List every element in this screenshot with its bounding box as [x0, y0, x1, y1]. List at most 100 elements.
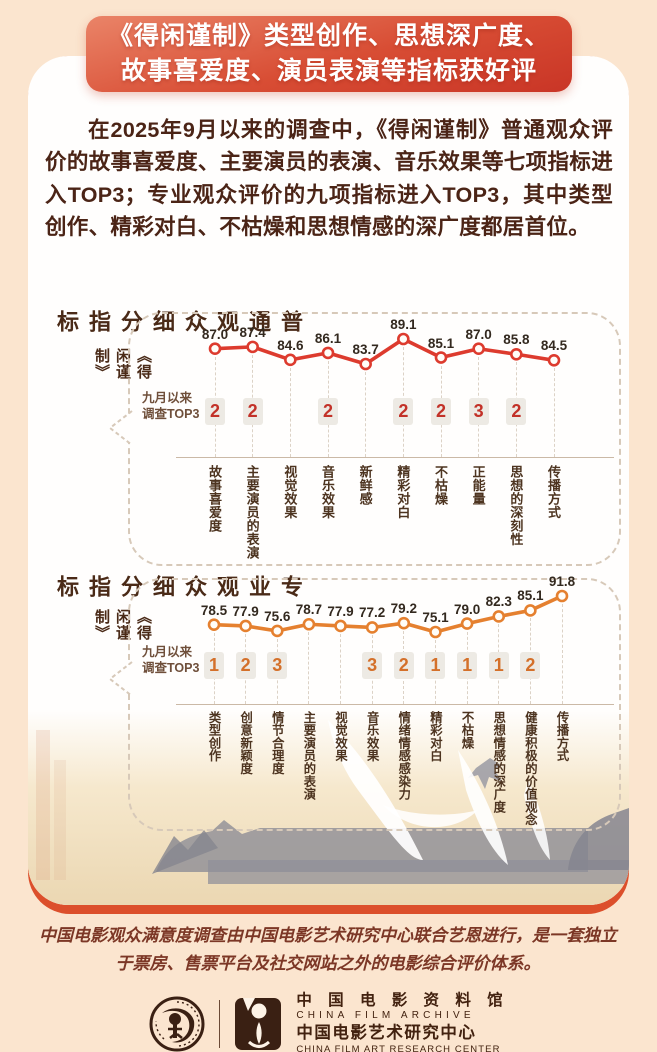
data-point: [510, 347, 523, 361]
category-label: 音乐效果: [320, 465, 335, 519]
chart1-line-chart: 九月以来 调查TOP3 87.0 2 故事喜爱度 87.4 2 主要演员的表演 84.6 视觉效果…: [108, 312, 621, 566]
category-label: 主要演员的表演: [301, 711, 316, 801]
grid-column-line: [553, 368, 555, 457]
data-point: [492, 610, 506, 623]
value-label: 91.8: [548, 574, 576, 589]
data-point: [334, 619, 347, 633]
top3-rank-badge: 2: [431, 398, 451, 425]
grid-column-line: [365, 372, 367, 457]
value-label: 87.0: [201, 326, 229, 342]
category-label: 正能量: [470, 465, 486, 506]
category-label: 思想的深刻性: [508, 465, 524, 546]
value-label: 84.6: [277, 337, 304, 353]
data-point: [434, 351, 448, 364]
top3-rank-badge: 3: [362, 652, 383, 679]
value-label: 85.1: [427, 335, 455, 351]
logo-en-archive: CHINA FILM ARCHIVE: [296, 1010, 475, 1022]
top3-rank-badge: 1: [204, 652, 224, 679]
value-label: 77.2: [359, 605, 386, 621]
category-label: 不枯燥: [460, 711, 475, 750]
callout-line: 调查TOP3: [142, 661, 200, 676]
grid-column-line: [308, 632, 310, 704]
data-point: [547, 353, 561, 367]
logo-row: 中 国 电 影 资 料 馆 CHINA FILM ARCHIVE 中国电影艺术研…: [0, 992, 657, 1052]
poster-art-graphic: [36, 720, 629, 884]
top3-rank-badge: 1: [425, 652, 446, 679]
data-point: [302, 617, 316, 631]
value-label: 75.1: [422, 610, 449, 625]
value-label: 87.0: [465, 326, 492, 342]
data-point: [555, 589, 569, 603]
axis-baseline: [176, 457, 614, 458]
category-label: 视觉效果: [282, 465, 298, 519]
value-label: 82.3: [485, 594, 512, 610]
value-label: 87.4: [239, 324, 266, 340]
chart2-line-chart: 九月以来调查TOP3 78.5 1 类型创作 77.9 2 创意新颖度 75.6 3 情节合理度 7…: [108, 574, 621, 831]
intro-paragraph: 在2025年9月以来的调查中，《得闲谨制》普通观众评价的故事喜爱度、主要演员的表…: [45, 118, 613, 239]
top3-rank-badge: 3: [468, 398, 489, 425]
value-label: 84.5: [540, 338, 568, 354]
top3-rank-badge: 2: [393, 652, 414, 679]
category-label: 新鲜感: [357, 465, 373, 506]
category-label: 传播方式: [555, 711, 569, 763]
data-point: [321, 346, 335, 360]
logo-cn-center: 中国电影艺术研究中心: [296, 1024, 477, 1043]
data-point: [246, 340, 259, 354]
data-point: [524, 604, 537, 617]
top3-rank-badge: 2: [318, 398, 338, 425]
logo-text-block: 中 国 电 影 资 料 馆 CHINA FILM ARCHIVE 中国电影艺术研…: [296, 992, 508, 1052]
category-label: 视觉效果: [333, 711, 348, 763]
value-label: 85.1: [517, 588, 544, 604]
bubble-tail: [108, 661, 133, 697]
axis-baseline: [176, 704, 614, 705]
film-art-research-center-logo-icon: [235, 998, 282, 1051]
category-label: 精彩对白: [428, 711, 443, 763]
footer-note: 中国电影观众满意度调查由中国电影艺术研究中心联合艺恩进行，是一套独立于票房、售票…: [39, 926, 617, 974]
callout-line: 九月以来: [142, 645, 193, 659]
value-label: 85.8: [503, 332, 530, 348]
value-label: 77.9: [232, 603, 259, 619]
data-point: [397, 332, 410, 346]
top3-rank-badge: 2: [235, 652, 256, 679]
title-line-2: 故事喜爱度、演员表演等指标获好评: [120, 57, 537, 85]
data-point: [397, 616, 411, 630]
survey-top3-callout: 九月以来调查TOP3: [142, 644, 222, 677]
category-label: 情绪情感感染力: [396, 711, 411, 801]
top3-rank-badge: 2: [520, 652, 541, 679]
chart2-movie-label: 《得闲谨制》: [93, 609, 152, 641]
callout-line: 九月以来: [142, 391, 193, 405]
content-card: 在2025年9月以来的调查中，《得闲谨制》普通观众评价的故事喜爱度、主要演员的表…: [28, 56, 629, 905]
top3-rank-badge: 2: [242, 398, 263, 425]
category-label: 故事喜爱度: [207, 465, 222, 533]
chart1-movie-label: 《得闲谨制》: [93, 348, 152, 380]
logo-cn-archive: 中 国 电 影 资 料 馆: [296, 992, 509, 1009]
top3-rank-badge: 3: [267, 652, 288, 679]
value-label: 86.1: [314, 330, 342, 346]
data-point: [472, 342, 485, 356]
grid-column-line: [561, 604, 563, 704]
value-label: 78.5: [200, 602, 228, 618]
grid-column-line: [340, 633, 342, 704]
category-label: 类型创作: [207, 711, 221, 763]
data-point: [429, 625, 442, 639]
poster-art: [28, 710, 629, 905]
logo-divider: [219, 1000, 221, 1049]
data-point: [359, 357, 372, 371]
line-series: [207, 589, 569, 639]
category-label: 创意新颖度: [238, 711, 253, 775]
category-label: 不枯燥: [433, 465, 448, 506]
page-title: 《得闲谨制》类型创作、思想深广度、 故事喜爱度、演员表演等指标获好评: [86, 16, 572, 92]
category-label: 思想情感的深广度: [491, 711, 506, 814]
china-film-archive-seal-icon: [149, 996, 205, 1052]
title-line-1: 《得闲谨制》类型创作、思想深广度、: [107, 22, 550, 50]
value-label: 79.0: [453, 601, 481, 617]
data-point: [207, 618, 221, 631]
bubble-tail: [108, 410, 133, 446]
value-label: 75.6: [264, 608, 291, 624]
category-label: 情节合理度: [270, 711, 285, 775]
data-point: [365, 621, 379, 634]
value-label: 78.7: [295, 602, 323, 618]
value-label: 79.2: [390, 601, 417, 617]
category-label: 音乐效果: [365, 711, 380, 763]
